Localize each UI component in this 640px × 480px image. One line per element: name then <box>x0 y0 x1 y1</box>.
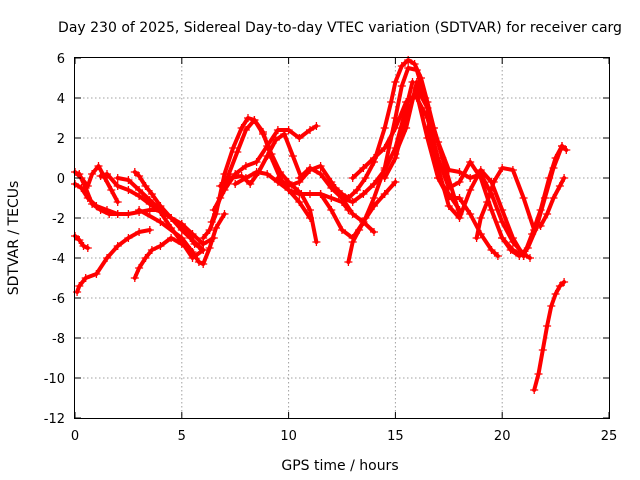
plot-frame <box>74 57 610 419</box>
y-tick-label: -12 <box>44 412 65 427</box>
y-axis-label: SDTVAR / TECUs <box>6 181 22 296</box>
series-arc-23 <box>391 78 528 260</box>
x-tick-label: 20 <box>494 429 511 444</box>
series-arc-5 <box>73 226 154 296</box>
x-tick-label: 0 <box>71 429 79 444</box>
x-tick-label: 5 <box>178 429 186 444</box>
series-line <box>132 236 193 280</box>
plus-markers <box>209 122 321 214</box>
series-arc-29 <box>536 174 569 230</box>
series-arc-10 <box>135 206 229 268</box>
plus-markers <box>519 142 571 260</box>
series-arc-30 <box>530 278 569 394</box>
series-line <box>521 144 569 258</box>
plus-markers <box>73 226 154 296</box>
series-line <box>532 280 567 392</box>
series-line <box>474 166 537 240</box>
y-tick-label: -8 <box>52 332 65 347</box>
series-arc-3 <box>75 170 122 218</box>
series-line <box>218 132 304 188</box>
x-axis-label: GPS time / hours <box>281 458 398 474</box>
y-tick-label: 4 <box>57 92 65 107</box>
series-line <box>425 126 500 258</box>
y-tick-label: -4 <box>52 252 65 267</box>
series-line <box>233 170 351 212</box>
plus-markers <box>130 168 208 254</box>
series-line <box>297 80 415 204</box>
y-tick-label: -6 <box>52 292 65 307</box>
axis-ticks: 0 5 10 15 20 25 -12 -10 -8 -6 -4 -2 0 2 4 6 <box>44 52 618 444</box>
plus-markers <box>530 278 569 394</box>
series-arc-25 <box>423 124 502 260</box>
series-line <box>275 164 376 234</box>
y-tick-label: 0 <box>57 172 65 187</box>
series-line <box>75 228 152 294</box>
chart-title: Day 230 of 2025, Sidereal Day-to-day VTE… <box>58 20 622 36</box>
y-tick-label: 6 <box>57 52 65 67</box>
plus-markers <box>391 78 528 260</box>
plus-markers <box>135 206 229 268</box>
series-line <box>382 86 532 260</box>
plus-markers <box>536 174 569 230</box>
series-arc-9 <box>130 168 208 254</box>
y-tick-label: -10 <box>44 372 65 387</box>
plus-markers <box>75 170 122 218</box>
x-tick-label: 15 <box>387 429 404 444</box>
x-tick-label: 10 <box>280 429 297 444</box>
plus-markers <box>423 124 502 260</box>
y-tick-label: 2 <box>57 132 65 147</box>
data-series <box>71 56 571 394</box>
x-tick-label: 25 <box>601 429 618 444</box>
y-tick-label: -2 <box>52 212 65 227</box>
series-line <box>73 234 90 250</box>
series-arc-28 <box>519 142 571 260</box>
series-line <box>132 170 206 252</box>
